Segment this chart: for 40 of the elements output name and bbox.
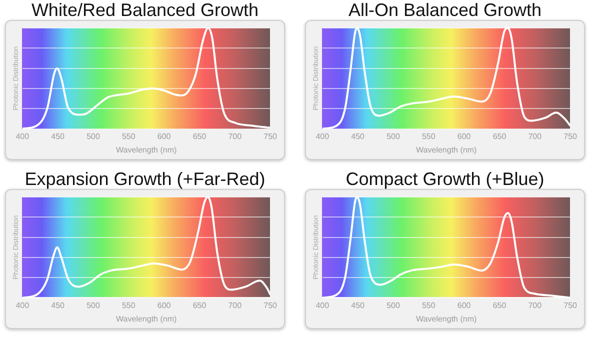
x-tick-label: 650 (492, 132, 507, 141)
x-tick-label: 700 (228, 300, 242, 310)
x-tick-label: 550 (422, 132, 436, 141)
x-axis-title: Wavelength (nm) (116, 314, 177, 323)
x-axis-title: Wavelength (nm) (416, 145, 477, 154)
x-tick-label: 500 (386, 132, 400, 141)
x-tick-label: 500 (86, 132, 100, 141)
x-tick-label: 400 (316, 300, 330, 310)
x-axis-title: Wavelength (nm) (116, 145, 177, 154)
chart-title: White/Red Balanced Growth (30, 0, 260, 20)
x-tick-label: 750 (264, 132, 278, 141)
x-tick-label: 400 (16, 300, 30, 310)
x-tick-label: 450 (351, 300, 366, 310)
chart-title: Compact Growth (+Blue) (344, 168, 546, 188)
x-tick-label: 450 (51, 300, 66, 310)
x-tick-label: 450 (351, 132, 366, 141)
x-tick-label: 450 (51, 132, 66, 141)
x-tick-label: 700 (528, 300, 542, 310)
x-tick-label: 750 (264, 300, 278, 310)
x-tick-label: 550 (422, 300, 436, 310)
x-tick-label: 650 (492, 300, 507, 310)
x-tick-label: 550 (122, 300, 136, 310)
x-tick-label: 500 (86, 300, 100, 310)
x-tick-label: 400 (16, 132, 30, 141)
x-tick-label: 500 (386, 300, 400, 310)
x-tick-label: 650 (192, 300, 207, 310)
chart-title: Expansion Growth (+Far-Red) (24, 168, 266, 188)
chart-title: All-On Balanced Growth (347, 0, 543, 20)
x-tick-label: 650 (192, 132, 207, 141)
x-axis-title: Wavelength (nm) (416, 314, 477, 323)
x-tick-label: 400 (316, 132, 330, 141)
x-tick-label: 700 (228, 132, 242, 141)
x-tick-label: 600 (457, 132, 472, 141)
x-tick-label: 550 (122, 132, 136, 141)
x-tick-label: 750 (564, 132, 578, 141)
x-tick-label: 700 (528, 132, 542, 141)
x-tick-label: 750 (564, 300, 578, 310)
x-tick-label: 600 (157, 132, 172, 141)
x-tick-label: 600 (157, 300, 172, 310)
x-tick-label: 600 (457, 300, 472, 310)
